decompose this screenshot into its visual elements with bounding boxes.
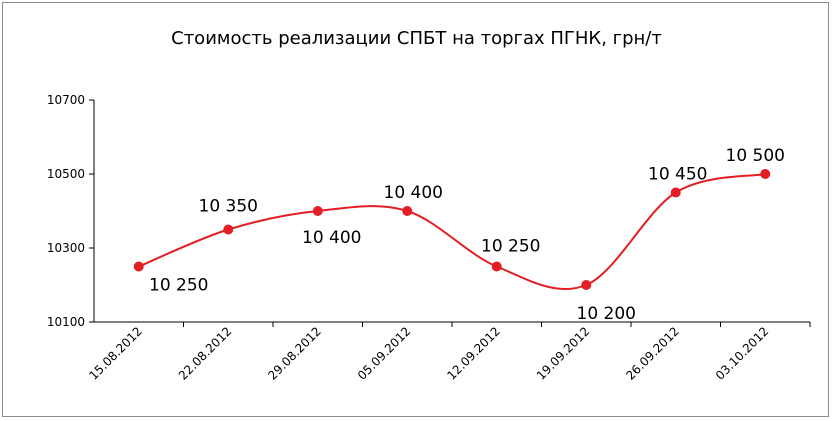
data-label: 10 250 bbox=[481, 237, 540, 257]
x-tick-label: 29.08.2012 bbox=[265, 324, 323, 382]
data-point-marker bbox=[223, 224, 234, 235]
data-label: 10 500 bbox=[726, 146, 785, 166]
data-label: 10 450 bbox=[648, 165, 707, 185]
data-label: 10 400 bbox=[384, 183, 443, 203]
chart-title: Стоимость реализации СПБТ на торгах ПГНК… bbox=[171, 28, 662, 49]
data-point-marker bbox=[581, 280, 592, 290]
y-tick-label: 10300 bbox=[47, 241, 85, 255]
x-tick-label: 12.09.2012 bbox=[444, 324, 502, 382]
data-label: 10 400 bbox=[302, 228, 361, 248]
y-tick-label: 10100 bbox=[47, 315, 85, 329]
data-point-marker bbox=[491, 261, 502, 272]
x-tick-label: 05.09.2012 bbox=[355, 324, 413, 382]
data-label: 10 350 bbox=[199, 197, 258, 217]
data-point-marker bbox=[402, 206, 413, 216]
chart-frame bbox=[2, 2, 829, 417]
data-point-marker bbox=[670, 187, 681, 198]
x-tick-label: 26.09.2012 bbox=[623, 324, 681, 382]
data-point-marker bbox=[312, 206, 323, 216]
x-tick-label: 19.09.2012 bbox=[534, 324, 592, 382]
data-point-marker bbox=[760, 169, 771, 179]
y-tick-label: 10700 bbox=[47, 93, 85, 107]
series-line bbox=[138, 173, 766, 290]
x-tick-label: 22.08.2012 bbox=[176, 324, 234, 382]
data-point-marker bbox=[133, 261, 144, 272]
x-tick-label: 03.10.2012 bbox=[713, 324, 771, 382]
data-label: 10 250 bbox=[149, 276, 208, 296]
y-tick-label: 10500 bbox=[47, 167, 85, 181]
x-tick-label: 15.08.2012 bbox=[86, 324, 144, 382]
data-label: 10 200 bbox=[577, 304, 636, 324]
